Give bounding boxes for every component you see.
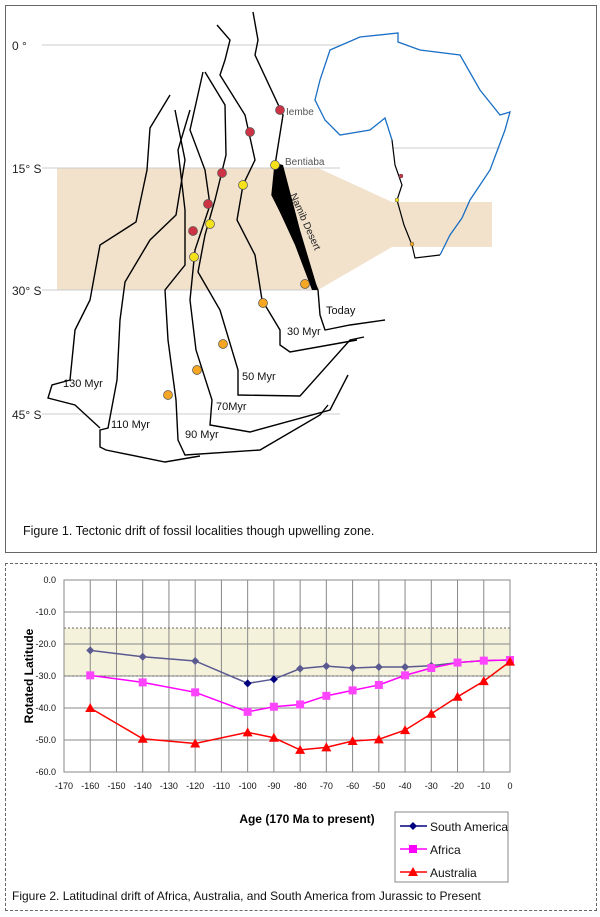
fossil-locality-dot bbox=[189, 252, 199, 262]
coast-label-70myr: 70Myr bbox=[216, 401, 247, 413]
fossil-locality-dot bbox=[192, 365, 202, 375]
latitude-label: 30° S bbox=[12, 284, 41, 298]
figure2-caption: Figure 2. Latitudinal drift of Africa, A… bbox=[12, 889, 481, 903]
place-label-iembe: Iembe bbox=[286, 107, 314, 118]
fossil-locality-dot bbox=[300, 279, 310, 289]
fossil-locality-dot bbox=[258, 298, 268, 308]
fossil-locality-dot bbox=[245, 127, 255, 137]
coastline-130myr bbox=[47, 94, 171, 429]
africa-fossil-dot bbox=[398, 173, 404, 179]
coastline-110myr bbox=[99, 109, 201, 463]
figure2-panel bbox=[5, 563, 597, 911]
latitude-label: 0 ° bbox=[12, 39, 27, 53]
figure1-caption: Figure 1. Tectonic drift of fossil local… bbox=[23, 524, 375, 538]
coast-label-today: Today bbox=[326, 305, 356, 317]
coast-label-130myr: 130 Myr bbox=[63, 378, 103, 390]
fossil-locality-dot bbox=[163, 390, 173, 400]
coast-label-110myr: 110 Myr bbox=[111, 419, 150, 431]
fossil-locality-dot bbox=[218, 339, 228, 349]
fossil-locality-dot bbox=[203, 199, 213, 209]
fossil-locality-dot bbox=[217, 168, 227, 178]
place-label-bentiaba: Bentiaba bbox=[285, 157, 325, 168]
coast-label-50myr: 50 Myr bbox=[242, 371, 276, 383]
fossil-locality-dot bbox=[270, 160, 280, 170]
coastline-30myr bbox=[216, 24, 358, 353]
fossil-locality-dot bbox=[275, 105, 285, 115]
coastline-50myr bbox=[197, 71, 365, 397]
africa-fossil-dot bbox=[409, 241, 415, 247]
africa-outline bbox=[314, 32, 511, 256]
tectonic-drift-map: 0 ° 15° S 30° S 45° S Today 30 Myr 50 Myr 70Myr… bbox=[12, 11, 511, 463]
latitude-label: 15° S bbox=[12, 162, 41, 176]
coastline-90myr bbox=[164, 109, 329, 456]
coast-label-30myr: 30 Myr bbox=[287, 326, 321, 338]
coast-label-90myr: 90 Myr bbox=[185, 429, 219, 441]
namib-desert-region bbox=[272, 163, 318, 290]
africa-west-coast bbox=[391, 139, 441, 259]
fossil-locality-dot bbox=[238, 180, 248, 190]
fossil-locality-dot bbox=[188, 226, 198, 236]
africa-fossil-dot bbox=[394, 197, 400, 203]
fossil-locality-dot bbox=[205, 219, 215, 229]
coastline-70myr bbox=[189, 71, 349, 433]
latitude-label: 45° S bbox=[12, 408, 41, 422]
